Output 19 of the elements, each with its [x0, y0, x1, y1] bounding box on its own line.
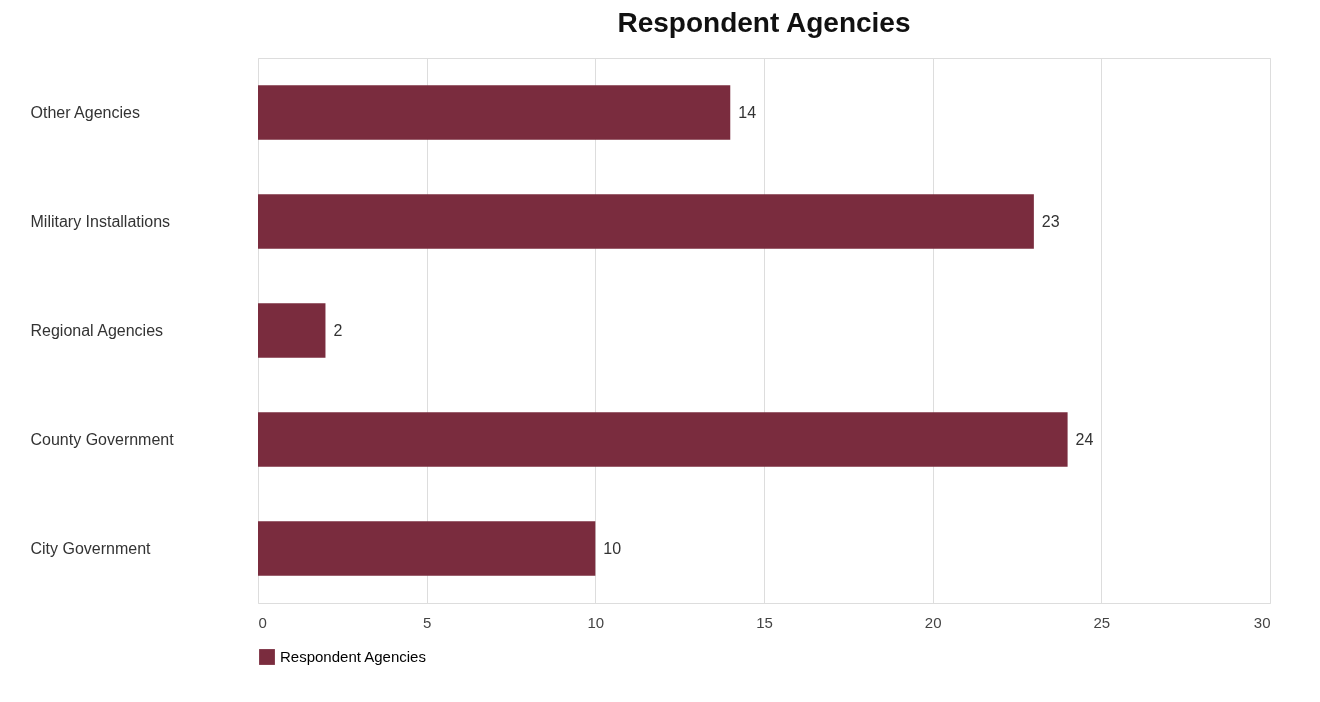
x-tick-label: 30 [1253, 613, 1271, 631]
y-tick-label: Military Installations [30, 212, 171, 230]
y-tick-label: Regional Agencies [30, 321, 164, 339]
x-tick-label: 15 [756, 613, 773, 631]
data-label: 14 [738, 103, 757, 121]
x-tick-label: 10 [587, 613, 605, 631]
y-tick-label: Other Agencies [30, 103, 140, 121]
x-tick-label: 20 [924, 613, 942, 631]
chart-title: Respondent Agencies [617, 7, 911, 38]
data-label: 2 [333, 321, 343, 339]
y-tick-label: City Government [30, 539, 152, 557]
x-tick-label: 0 [258, 613, 267, 631]
x-tick-label: 25 [1093, 613, 1111, 631]
data-label: 10 [603, 539, 622, 557]
data-label: 24 [1075, 430, 1094, 448]
data-label: 23 [1041, 212, 1060, 230]
y-tick-label: County Government [30, 430, 175, 448]
x-tick-label: 5 [422, 613, 432, 631]
legend-label: Respondent Agencies [280, 648, 426, 665]
